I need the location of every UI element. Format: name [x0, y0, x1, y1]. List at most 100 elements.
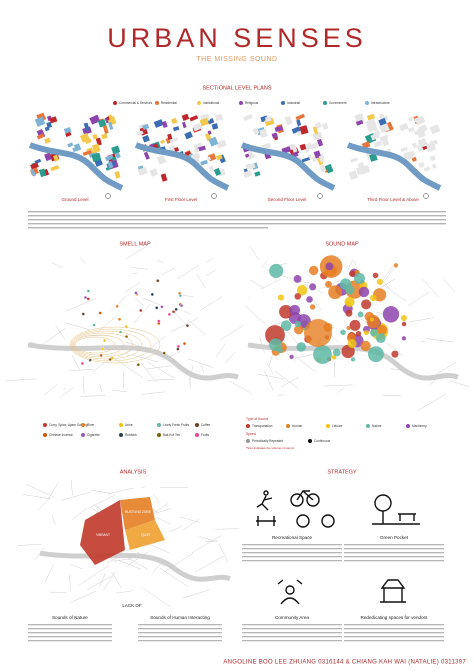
icons	[256, 489, 420, 605]
street	[51, 262, 64, 269]
street	[199, 536, 218, 543]
street	[184, 310, 191, 315]
building	[172, 126, 180, 132]
street	[177, 264, 200, 280]
legend-label: Residential	[161, 101, 177, 105]
building	[95, 137, 102, 146]
building	[373, 140, 383, 148]
street	[70, 480, 73, 496]
legend-swatch	[157, 423, 161, 427]
street	[111, 389, 128, 393]
building	[307, 153, 312, 159]
street-map	[17, 480, 240, 608]
sound-point	[367, 346, 384, 363]
street	[34, 547, 45, 560]
level-map	[346, 113, 442, 199]
street	[115, 590, 134, 594]
smell-point	[139, 308, 143, 313]
building	[271, 132, 278, 139]
paragraph-line	[28, 640, 112, 642]
sound-point	[346, 325, 351, 331]
sound-point	[269, 263, 284, 278]
lack-label: LACK OF	[122, 603, 142, 608]
section-title: SOUND MAP	[325, 241, 359, 247]
legend-swatch	[323, 101, 327, 105]
building	[274, 125, 284, 132]
building	[165, 137, 171, 144]
street	[59, 387, 74, 398]
building	[107, 161, 114, 169]
legend-swatch	[366, 424, 370, 428]
building	[311, 155, 317, 163]
legend-swatch	[157, 433, 161, 437]
building	[398, 122, 409, 132]
sound-point	[358, 286, 370, 298]
icon	[380, 579, 406, 603]
section-title: SMELL MAP	[119, 241, 151, 247]
paragraph-line	[344, 544, 444, 546]
smell-point	[171, 310, 176, 314]
smell-point	[92, 323, 96, 327]
street	[205, 269, 216, 277]
street	[117, 559, 141, 570]
street	[124, 282, 141, 293]
building	[284, 115, 293, 126]
sound-point	[355, 330, 362, 337]
building	[67, 142, 74, 148]
legend-label: Cigarette	[87, 433, 100, 437]
paragraph-line	[344, 556, 444, 558]
sound-point	[340, 329, 346, 336]
building	[142, 123, 150, 130]
street	[249, 279, 264, 289]
street	[169, 525, 183, 532]
paragraph-line	[28, 223, 446, 225]
level-label: First Floor Level	[165, 197, 197, 202]
street	[260, 279, 281, 290]
smell-point	[117, 317, 122, 321]
smell-point	[115, 304, 119, 308]
icon	[256, 516, 276, 526]
smell-point	[185, 323, 190, 328]
sound-point	[366, 314, 380, 329]
building	[243, 170, 253, 178]
legend-label: Nature	[372, 424, 382, 428]
sound-point	[357, 311, 364, 318]
building	[34, 116, 46, 127]
building	[312, 126, 319, 135]
street	[133, 303, 151, 324]
building	[50, 165, 60, 172]
smell-point	[86, 297, 90, 301]
street	[195, 555, 225, 573]
paragraph-line	[138, 628, 222, 630]
street	[163, 552, 194, 573]
paragraph-line	[344, 636, 444, 638]
legend-swatch	[246, 424, 250, 428]
smell-point	[99, 353, 103, 358]
building	[324, 163, 334, 174]
paragraph-line	[344, 632, 444, 634]
street	[113, 358, 144, 378]
building	[381, 138, 390, 147]
north-arrow	[211, 193, 217, 199]
smell-point	[179, 303, 184, 308]
legend-swatch	[195, 433, 199, 437]
sound-point	[308, 265, 319, 276]
level-label: Ground Level	[61, 197, 88, 202]
north-arrow	[423, 193, 429, 199]
street	[79, 257, 87, 264]
zone	[80, 500, 125, 565]
sound-point	[370, 328, 378, 337]
sound-point	[341, 344, 355, 359]
building	[355, 119, 364, 126]
street	[420, 340, 425, 342]
building	[153, 119, 164, 128]
paragraph-line	[242, 548, 342, 550]
building	[314, 121, 322, 130]
river	[39, 550, 231, 582]
north-arrow	[105, 193, 111, 199]
paragraph-line	[242, 640, 342, 642]
legend-label: Human	[292, 424, 303, 428]
sound-point	[331, 355, 337, 360]
building	[321, 122, 329, 130]
